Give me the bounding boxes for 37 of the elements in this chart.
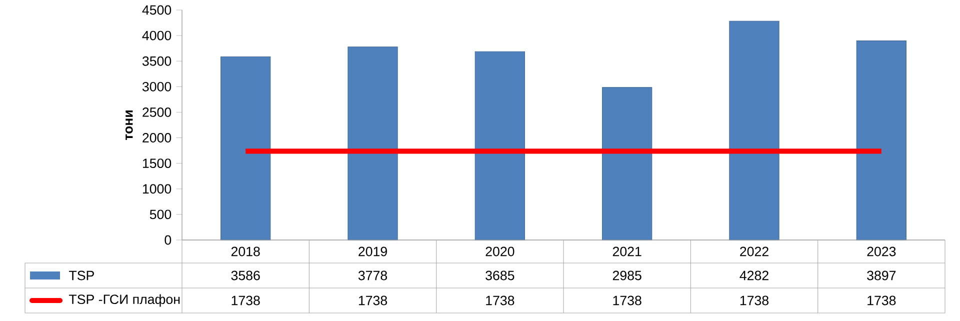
y-tick-label: 500 xyxy=(150,210,172,220)
data-label: 3685 xyxy=(486,270,514,280)
data-label: 1738 xyxy=(358,296,388,306)
y-tick-label: 2000 xyxy=(142,133,172,142)
y-tick-label: 4000 xyxy=(142,30,172,40)
data-label: 3897 xyxy=(867,270,896,280)
y-tick-label: 1000 xyxy=(142,184,172,194)
x-tick-label: 2020 xyxy=(486,246,514,256)
y-tick-label: 4500 xyxy=(142,5,172,15)
y-tick-label: 0 xyxy=(164,235,172,245)
y-tick-label: 3000 xyxy=(142,82,172,92)
data-label: 3586 xyxy=(231,270,260,280)
legend-label: TSP xyxy=(69,270,94,280)
y-tick-label: 3500 xyxy=(142,56,172,66)
bar xyxy=(220,56,271,240)
y-tick-label: 2500 xyxy=(142,108,172,117)
x-tick-label: 2021 xyxy=(612,246,642,256)
x-tick-label: 2018 xyxy=(231,246,260,256)
data-label: 1738 xyxy=(740,296,768,306)
bar xyxy=(856,40,906,240)
data-label: 3778 xyxy=(358,270,388,280)
x-tick-label: 2019 xyxy=(358,246,387,256)
x-tick-label: 2023 xyxy=(867,246,896,256)
x-tick-label: 2022 xyxy=(740,246,768,256)
bar xyxy=(602,87,652,240)
data-label: 1738 xyxy=(486,296,514,306)
legend-label: TSP -ГСИ плафон xyxy=(69,294,180,307)
bar xyxy=(348,46,398,240)
data-label: 4282 xyxy=(740,270,768,280)
bar xyxy=(474,51,525,240)
data-label: 1738 xyxy=(613,296,642,306)
y-tick-label: 1500 xyxy=(142,158,172,168)
y-axis-title: тони xyxy=(126,110,133,140)
data-label: 1738 xyxy=(232,296,260,306)
data-label: 1738 xyxy=(868,296,896,306)
bar xyxy=(729,20,780,240)
data-label: 2985 xyxy=(612,270,642,280)
